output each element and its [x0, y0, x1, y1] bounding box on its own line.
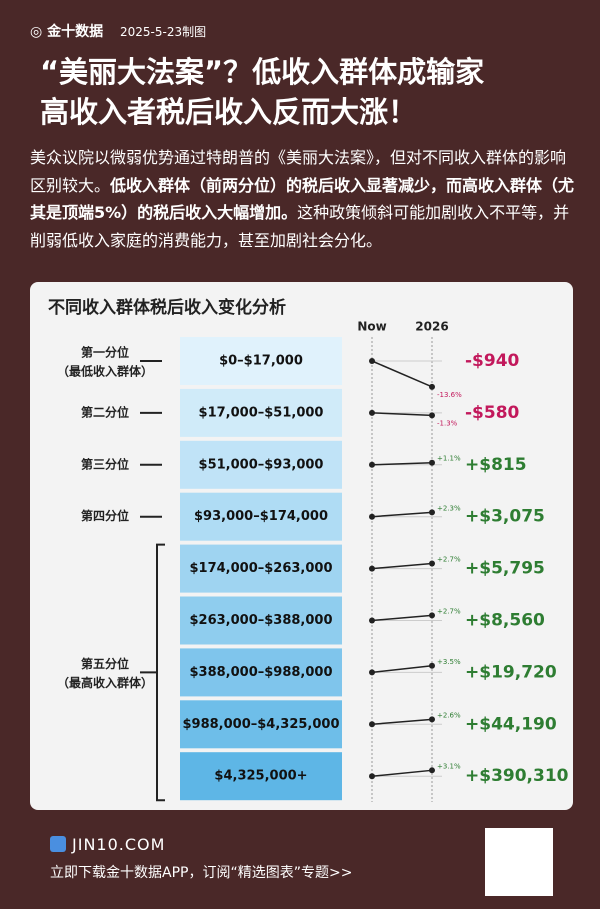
dollar-label: +$8,560	[465, 611, 545, 631]
end-dot	[429, 412, 435, 419]
title: “美丽大法案”？低收入群体成输家 高收入者税后收入反而大涨！	[40, 52, 484, 132]
group-sublabel: （最低收入群体）	[57, 364, 153, 379]
end-dot	[429, 509, 435, 516]
now-dot	[369, 565, 375, 572]
range-box	[180, 700, 342, 749]
range-label: $93,000–$174,000	[194, 509, 328, 524]
slope-line	[371, 665, 433, 674]
dollar-label: -$940	[465, 351, 520, 371]
intro-segment: 低收入群体（前两分位）的税后收入显著减少，而高收入群体（尤其是顶端5%）的税后收…	[30, 175, 575, 223]
range-label: $263,000–$388,000	[189, 613, 332, 628]
range-label: $174,000–$263,000	[189, 561, 332, 576]
end-dot	[429, 383, 435, 390]
range-label: $17,000–$51,000	[199, 405, 324, 420]
end-dot	[429, 716, 435, 723]
slope-line	[371, 461, 433, 466]
now-dot	[369, 669, 375, 676]
end-dot	[429, 459, 435, 466]
group-label: 第一分位	[81, 345, 129, 360]
now-dot	[369, 358, 375, 364]
group-sublabel: （最高收入群体）	[57, 675, 153, 690]
pct-label: +2.7%	[437, 607, 461, 615]
dollar-label: +$19,720	[465, 662, 557, 682]
dollar-label: -$580	[465, 403, 520, 423]
dollar-label: +$3,075	[465, 507, 545, 527]
range-box	[180, 752, 342, 801]
intro-segment: 美众议院以微弱优势通过特朗普的《美丽大法案》，但对不同收入群体的影响区别较大。	[30, 148, 567, 195]
slope-line	[371, 718, 433, 726]
range-box	[180, 337, 342, 385]
range-box	[180, 544, 342, 593]
range-box	[180, 388, 342, 437]
intro: 美众议院以微弱优势通过特朗普的《美丽大法案》，但对不同收入群体的影响区别较大。低…	[30, 144, 575, 254]
url-text: JIN10.COM	[72, 835, 166, 854]
title-line: 高收入者税后收入反而大涨！	[40, 95, 418, 129]
slope-line	[371, 511, 433, 518]
range-box	[180, 596, 342, 645]
brand: ◎ 金十数据	[30, 24, 104, 40]
end-dot	[429, 612, 435, 619]
range-box	[180, 440, 342, 489]
group-bracket	[156, 543, 165, 802]
x-label: 2026	[415, 320, 448, 334]
slope-line	[371, 769, 433, 777]
footer-cta: 立即下载金十数据APP，订阅“精选图表”专题>>	[50, 865, 353, 881]
pct-label: +1.1%	[437, 455, 461, 463]
slope-line	[371, 614, 433, 622]
slope-line	[371, 360, 433, 388]
date: 2025-5-23制图	[120, 25, 207, 39]
qr-code	[485, 828, 553, 896]
footer-url: JIN10.COM	[50, 835, 165, 854]
range-label: $4,325,000+	[214, 769, 307, 784]
pct-label: +3.1%	[437, 762, 461, 770]
dollar-label: +$5,795	[465, 559, 545, 579]
chart-title: 不同收入群体税后收入变化分析	[48, 297, 286, 318]
now-dot	[369, 617, 375, 624]
group-label: 第五分位	[81, 656, 129, 671]
range-label: $0–$17,000	[219, 354, 303, 369]
pct-label: -13.6%	[437, 391, 462, 399]
now-dot	[369, 513, 375, 520]
pct-label: +3.5%	[437, 658, 461, 666]
group-label: 第二分位	[81, 404, 129, 419]
pct-label: -1.3%	[437, 419, 458, 427]
title-line: “美丽大法案”？低收入群体成输家	[40, 55, 485, 89]
now-dot	[369, 721, 375, 728]
dollar-label: +$390,310	[465, 766, 569, 786]
end-dot	[429, 560, 435, 567]
range-box	[180, 648, 342, 697]
pct-label: +2.7%	[437, 555, 461, 563]
group-label: 第四分位	[81, 508, 129, 523]
range-label: $988,000–$4,325,000	[183, 717, 340, 732]
slope-line	[371, 562, 433, 570]
range-box	[180, 492, 342, 541]
end-dot	[429, 662, 435, 669]
dollar-label: +$815	[465, 455, 527, 475]
range-label: $388,000–$988,000	[189, 665, 332, 680]
group-label: 第三分位	[81, 456, 129, 471]
now-dot	[369, 409, 375, 416]
slope-line	[371, 412, 433, 417]
pct-label: +2.3%	[437, 504, 461, 512]
intro-segment: 这种政策倾斜可能加剧收入不平等，并削弱低收入家庭的消费能力，甚至加剧社会分化。	[30, 203, 570, 250]
range-label: $51,000–$93,000	[199, 457, 324, 472]
pct-label: +2.6%	[437, 711, 461, 719]
brand-text: 金十数据	[47, 24, 104, 40]
now-dot	[369, 461, 375, 468]
end-dot	[429, 767, 435, 774]
now-dot	[369, 773, 375, 780]
dollar-label: +$44,190	[465, 714, 557, 734]
x-label: Now	[357, 320, 386, 334]
